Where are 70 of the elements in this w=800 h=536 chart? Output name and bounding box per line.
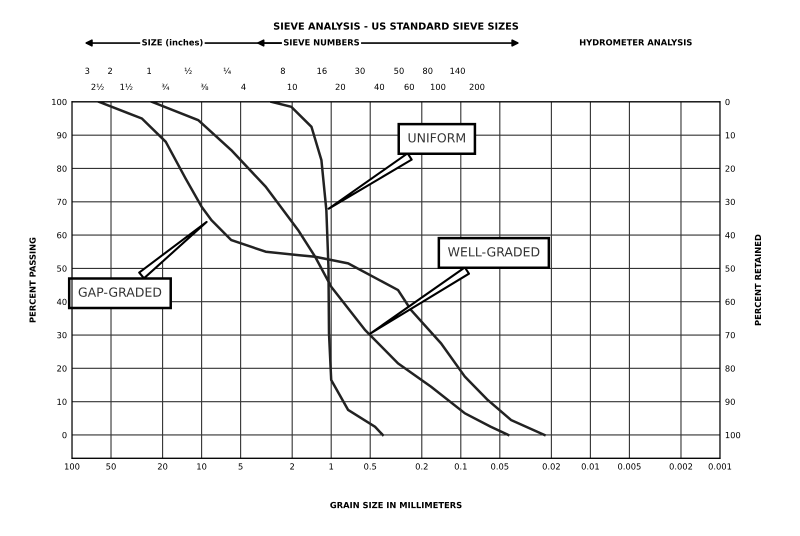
x-tick-label: 50 [106,463,116,470]
text: HYDROMETER ANALYSIS [580,39,692,46]
annotation: WELL-GRADED [448,247,540,257]
text: ⅜ [200,84,208,90]
x-tick-label: 0.02 [542,463,560,470]
annotation: GAP-GRADED [78,287,162,297]
y2-tick-label: 30 [725,198,735,206]
y2-tick-label: 0 [725,98,730,106]
y-tick-label: 60 [57,232,67,238]
y2-tick-label: 60 [725,298,735,305]
y-tick-label: 30 [57,332,67,338]
text: SIZE (inches) [142,38,203,46]
x-tick-label: 0.2 [416,463,428,470]
y2-tick-label: 70 [726,332,735,338]
text: 10 [288,84,297,90]
y2-tick-label: 80 [725,365,735,372]
text: ¼ [224,68,231,74]
x-tick-label: 0.01 [582,463,599,470]
y2-tick-label: 40 [725,232,735,238]
text: 1 [147,68,152,74]
y-tick-label: 10 [57,398,67,405]
x-axis-title: GRAIN SIZE IN MILLIMETERS [330,502,462,508]
y2-tick-label: 100 [726,432,740,438]
y2-axis-title: PERCENT RETAINED [754,234,762,326]
y2-tick-label: 50 [726,265,735,272]
y-tick-label: 80 [57,165,67,172]
x-tick-label: 0.005 [618,463,641,470]
text: SIEVE NUMBERS [284,39,360,46]
text: 60 [404,84,414,90]
y-tick-label: 50 [57,265,67,272]
y-tick-label: 90 [57,132,67,138]
text: 30 [355,68,365,74]
y2-tick-label: 90 [725,398,735,405]
text: 200 [470,84,484,90]
x-tick-label: 0.1 [454,463,467,470]
x-tick-label: 10 [197,463,206,470]
text: 3 [85,68,90,74]
y-tick-label: 40 [56,298,67,305]
text: 4 [241,84,246,90]
text: 1½ [120,84,132,90]
text: 20 [336,84,346,90]
text: 2½ [91,84,104,90]
x-tick-label: 1 [329,463,334,470]
text: ½ [184,68,192,74]
text: 140 [450,68,465,74]
x-tick-label: 0.001 [708,463,732,470]
x-tick-label: 100 [64,463,80,470]
annotation: UNIFORM [408,133,465,143]
y2-tick-label: 10 [726,132,735,138]
text: ¾ [162,84,170,90]
text: 2 [108,68,112,74]
text: 80 [422,68,432,74]
text: 16 [317,68,327,74]
x-tick-label: 20 [158,463,168,470]
x-tick-label: 5 [238,463,243,470]
chart-title: SIEVE ANALYSIS - US STANDARD SIEVE SIZES [274,22,518,30]
text: 100 [430,84,446,90]
x-tick-label: 0.05 [491,463,508,470]
y-tick-label: 100 [52,98,67,106]
y-axis-title: PERCENT PASSING [29,238,36,322]
x-tick-label: 0.5 [364,463,376,470]
y-tick-label: 20 [57,365,67,372]
x-tick-label: 2 [290,463,294,470]
y-tick-label: 0 [62,432,67,438]
text: 40 [374,84,384,90]
text: 8 [280,68,285,74]
y-tick-label: 70 [57,198,67,206]
x-tick-label: 0.002 [670,463,692,470]
y2-tick-label: 20 [725,165,735,172]
text: 50 [394,68,404,74]
